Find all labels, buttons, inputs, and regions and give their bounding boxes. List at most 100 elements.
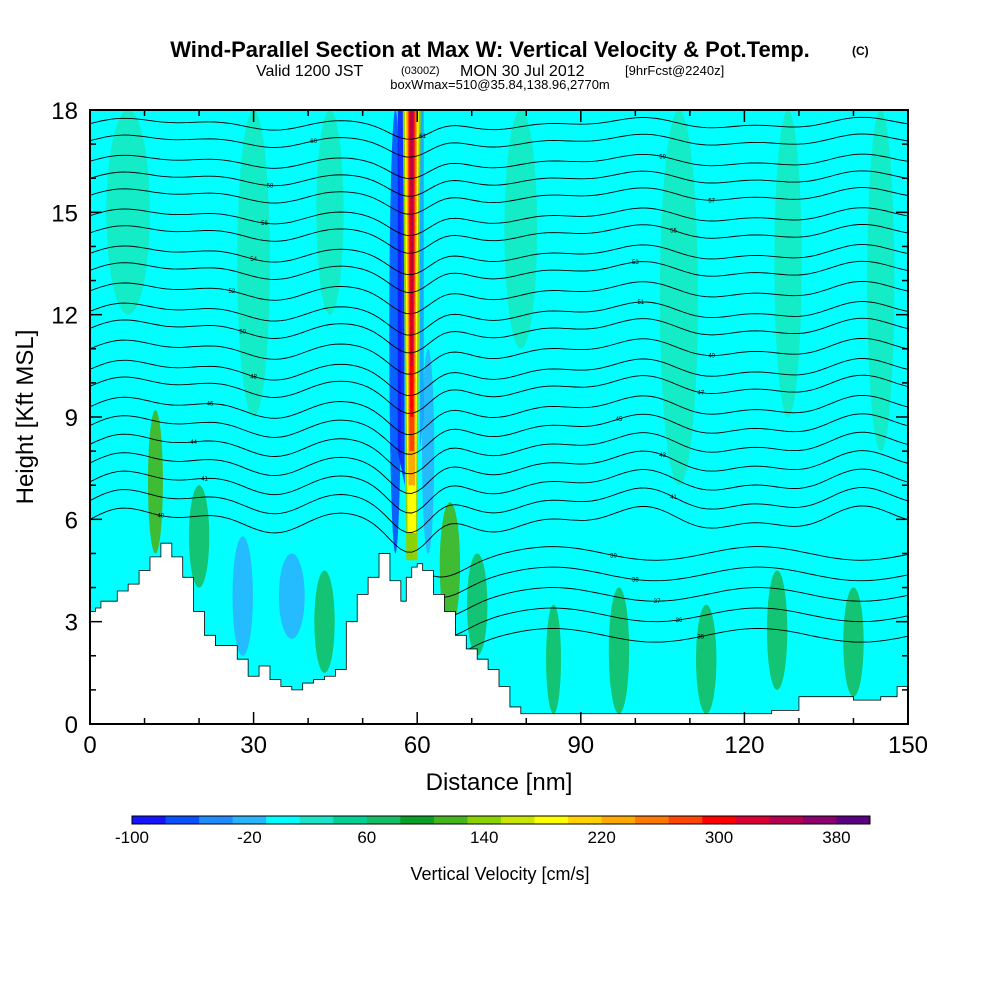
colorbar-swatch-18	[735, 816, 770, 824]
colorbar-swatch-0	[132, 816, 167, 824]
isentrope-label-14: 54	[250, 257, 257, 263]
low-isentrope-label-3: 38	[632, 577, 639, 583]
low-isentrope-3	[416, 566, 908, 598]
isentrope-label-15: 55	[670, 228, 677, 234]
potential-temperature-isentropes: 40 41 41 43 44 45 46 47 48 49 50 51 52 53 54 55 56 57 58 59…	[90, 116, 908, 660]
isentrope-1	[90, 487, 908, 534]
colorbar-swatch-5	[299, 816, 334, 824]
isentrope-label-6: 46	[207, 402, 214, 408]
plot-area: 40 41 41 43 44 45 46 47 48 49 50 51 52 53 54 55 56 57 58 59…	[90, 110, 908, 724]
colorbar-label-6: 380	[822, 828, 850, 847]
isentrope-4	[90, 431, 908, 475]
terrain-mask	[90, 542, 908, 724]
updraft-left-flank	[397, 110, 405, 486]
streak-6	[422, 348, 435, 554]
isentrope-12	[90, 280, 908, 315]
y-tick-label-18: 18	[51, 98, 78, 125]
colorbar-label-2: 60	[357, 828, 376, 847]
subtitle-boxwmax: boxWmax=510@35.84,138.96,2770m	[390, 77, 610, 92]
subtitle-date: MON 30 Jul 2012	[460, 63, 585, 80]
colorbar-swatch-7	[366, 816, 401, 824]
colorbar-frame	[131, 815, 871, 825]
x-tick-label-90: 90	[567, 732, 594, 759]
streak-10	[608, 587, 630, 714]
colorbar-swatch-13	[568, 816, 603, 824]
streak-11	[696, 604, 717, 714]
streak-9	[546, 604, 561, 714]
x-tick-label-0: 0	[83, 732, 96, 759]
isentrope-label-10: 50	[239, 330, 246, 336]
colorbar-swatch-8	[400, 816, 435, 824]
streak-2	[232, 536, 253, 656]
terrain-shape	[90, 542, 908, 724]
isentrope-20	[90, 133, 908, 158]
low-isentrope-0	[416, 628, 908, 660]
isentrope-5	[90, 413, 908, 455]
isentrope-label-8: 48	[250, 374, 257, 380]
isentrope-16	[90, 207, 908, 236]
isentrope-label-16: 56	[261, 221, 268, 227]
colorbar-labels: -100 -20 60 140 220 300 380	[115, 828, 851, 847]
x-tick-label-120: 120	[724, 732, 764, 759]
streak-1	[188, 485, 210, 588]
y-tick-label-3: 3	[65, 610, 78, 637]
isentrope-label-7: 47	[697, 391, 704, 397]
streak-4	[314, 570, 335, 673]
isentrope-8	[90, 358, 908, 396]
isentrope-label-2: 41	[201, 476, 208, 482]
subtitle-valid: Valid 1200 JST	[256, 63, 364, 80]
low-isentrope-label-2: 37	[654, 599, 661, 605]
colorbar	[131, 815, 871, 825]
y-tick-label-6: 6	[65, 507, 78, 534]
isentrope-0	[90, 505, 908, 553]
isentrope-label-21: 61	[419, 134, 426, 140]
colorbar-label-3: 140	[470, 828, 498, 847]
low-isentrope-4	[416, 546, 908, 578]
y-axis-label: Height [Kft MSL]	[12, 330, 39, 505]
isentrope-21	[90, 116, 908, 140]
colorbar-swatch-1	[165, 816, 200, 824]
colorbar-swatch-9	[433, 816, 468, 824]
upper-band-1	[237, 110, 270, 417]
chart-title: Wind-Parallel Section at Max W: Vertical…	[170, 37, 810, 62]
updraft-right-flank	[419, 110, 424, 452]
subtitle-utc: (0300Z)	[401, 65, 440, 77]
colorbar-label-0: -100	[115, 828, 149, 847]
isentrope-13	[90, 260, 908, 293]
streak-3	[278, 553, 305, 639]
y-tick-label-12: 12	[51, 303, 78, 330]
colorbar-swatch-12	[534, 816, 569, 824]
upper-band-4	[659, 110, 699, 486]
upper-band-3	[504, 110, 538, 349]
isentrope-label-13: 53	[632, 260, 639, 266]
low-isentrope-label-1: 36	[676, 618, 683, 624]
low-isentrope-label-0: 35	[697, 635, 704, 641]
isentrope-15	[90, 223, 908, 254]
x-axis-label: Distance [nm]	[426, 769, 573, 796]
colorbar-swatch-20	[802, 816, 837, 824]
colorbar-swatch-3	[232, 816, 267, 824]
colorbar-swatch-11	[501, 816, 536, 824]
y-tick-label-0: 0	[65, 712, 78, 739]
y-tick-label-9: 9	[65, 405, 78, 432]
colorbar-swatch-14	[601, 816, 636, 824]
isentrope-10	[90, 317, 908, 354]
colorbar-label-4: 220	[587, 828, 615, 847]
isentrope-label-0: 40	[158, 514, 165, 520]
updraft-layer-5	[410, 110, 414, 366]
upper-band-6	[867, 110, 895, 452]
colorbar-label-1: -20	[237, 828, 262, 847]
isentrope-11	[90, 301, 908, 336]
x-tick-label-30: 30	[240, 732, 267, 759]
streak-0	[147, 410, 163, 554]
colorbar-label-5: 300	[705, 828, 733, 847]
x-axis-ticks: 0 30 60 90 120 150	[83, 110, 928, 759]
y-tick-label-15: 15	[51, 200, 78, 227]
isentrope-label-17: 57	[708, 198, 715, 204]
isentrope-18	[90, 170, 908, 197]
isentrope-label-1: 41	[670, 495, 677, 501]
isentrope-label-4: 44	[190, 440, 197, 446]
isentrope-6	[90, 394, 908, 436]
colorbar-swatch-16	[668, 816, 703, 824]
